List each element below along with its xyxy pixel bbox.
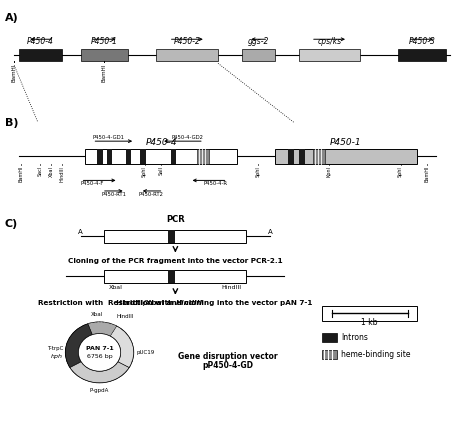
Text: 1 kb: 1 kb bbox=[362, 318, 378, 327]
Wedge shape bbox=[110, 326, 134, 368]
Text: A): A) bbox=[5, 13, 18, 23]
Text: Introns: Introns bbox=[341, 333, 368, 342]
Bar bbox=[275, 149, 417, 163]
Text: 6756 bp: 6756 bp bbox=[87, 354, 112, 359]
Bar bbox=[299, 149, 305, 163]
Text: A: A bbox=[268, 230, 273, 235]
Text: Cloning of the PCR fragment into the vector PCR-2.1: Cloning of the PCR fragment into the vec… bbox=[68, 258, 283, 264]
Text: XbaI: XbaI bbox=[109, 285, 123, 290]
Text: XbaI: XbaI bbox=[91, 312, 103, 317]
Text: HindIII: HindIII bbox=[222, 285, 242, 290]
Bar bbox=[81, 49, 128, 61]
Text: P450-4: P450-4 bbox=[27, 38, 54, 46]
Wedge shape bbox=[65, 324, 92, 368]
Text: P450-4-R: P450-4-R bbox=[203, 181, 228, 186]
Text: SphI: SphI bbox=[256, 165, 261, 176]
Text: BamHI: BamHI bbox=[424, 165, 429, 182]
Text: Restriction with: Restriction with bbox=[108, 300, 175, 306]
Text: P450-2: P450-2 bbox=[174, 38, 201, 46]
Text: PAN 7-1: PAN 7-1 bbox=[86, 346, 113, 352]
Bar bbox=[168, 270, 175, 283]
Text: HindIII: HindIII bbox=[175, 300, 202, 306]
Text: Restriction with        HindIII/XbaI and cloning into the vector pAN 7-1: Restriction with HindIII/XbaI and clonin… bbox=[38, 300, 312, 306]
Bar bbox=[288, 149, 294, 163]
Bar bbox=[299, 49, 360, 61]
Text: B): B) bbox=[5, 118, 18, 128]
Text: P450-RT1: P450-RT1 bbox=[102, 192, 127, 197]
Text: Gene disruption vector: Gene disruption vector bbox=[178, 352, 277, 361]
Bar bbox=[140, 149, 146, 163]
Text: cps/ks: cps/ks bbox=[318, 38, 341, 46]
Circle shape bbox=[78, 333, 121, 371]
Text: KpnI: KpnI bbox=[327, 165, 332, 177]
Text: T-trpC: T-trpC bbox=[46, 346, 63, 351]
Bar bbox=[242, 49, 275, 61]
Wedge shape bbox=[70, 362, 129, 383]
Text: HindIII: HindIII bbox=[59, 165, 64, 181]
Text: ggs-2: ggs-2 bbox=[247, 38, 269, 46]
Bar bbox=[107, 149, 112, 163]
Bar bbox=[126, 149, 131, 163]
Text: P450-3: P450-3 bbox=[409, 38, 435, 46]
Text: SalI: SalI bbox=[159, 165, 164, 175]
Text: P-gpdA: P-gpdA bbox=[90, 388, 109, 393]
Bar bbox=[171, 149, 176, 163]
Text: heme-binding site: heme-binding site bbox=[341, 350, 411, 359]
Text: BamHI: BamHI bbox=[102, 63, 107, 82]
Text: P450-4-GD1: P450-4-GD1 bbox=[92, 135, 125, 140]
Bar bbox=[104, 270, 246, 283]
Bar bbox=[322, 333, 337, 342]
Text: C): C) bbox=[5, 219, 18, 230]
Text: HindIII: HindIII bbox=[117, 314, 134, 319]
Text: PCR: PCR bbox=[166, 215, 185, 224]
Text: P450-4-GD2: P450-4-GD2 bbox=[172, 135, 204, 140]
Text: BamHI: BamHI bbox=[12, 63, 17, 82]
Text: P450-4: P450-4 bbox=[146, 138, 177, 147]
Bar bbox=[97, 149, 103, 163]
Text: BamHI: BamHI bbox=[19, 165, 24, 182]
Bar bbox=[197, 149, 209, 163]
Bar bbox=[168, 230, 175, 243]
Text: SacI: SacI bbox=[38, 165, 43, 176]
Bar bbox=[398, 49, 446, 61]
Bar bbox=[156, 49, 218, 61]
Text: SphI: SphI bbox=[398, 165, 403, 176]
Text: pP450-4-GD: pP450-4-GD bbox=[202, 360, 253, 370]
Text: P450-1: P450-1 bbox=[91, 38, 118, 46]
Wedge shape bbox=[88, 322, 117, 336]
Bar bbox=[322, 306, 417, 321]
Text: P450-4-F: P450-4-F bbox=[81, 181, 104, 186]
Text: P450-RT2: P450-RT2 bbox=[138, 192, 164, 197]
Text: A: A bbox=[78, 230, 83, 235]
Text: XbaI: XbaI bbox=[49, 165, 54, 177]
Text: P450-1: P450-1 bbox=[330, 138, 362, 147]
Bar bbox=[322, 350, 337, 359]
Bar bbox=[85, 149, 237, 163]
Bar bbox=[19, 49, 62, 61]
Text: hph: hph bbox=[51, 354, 63, 359]
Bar bbox=[104, 230, 246, 243]
Text: SphI: SphI bbox=[142, 165, 147, 176]
Text: pUC19: pUC19 bbox=[136, 350, 155, 355]
Bar bbox=[313, 149, 325, 163]
Circle shape bbox=[65, 322, 134, 383]
